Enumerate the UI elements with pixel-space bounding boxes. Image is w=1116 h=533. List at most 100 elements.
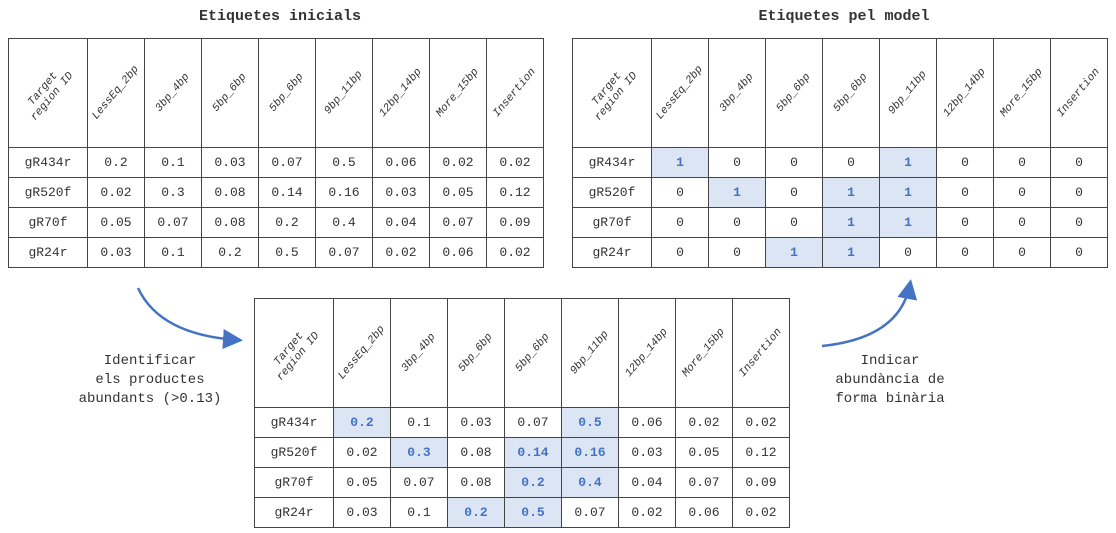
table-cell: 1	[651, 147, 709, 178]
header-cell: 9bp_11bp	[879, 38, 937, 148]
row-id: gR434r	[572, 147, 652, 178]
table-cell: 0.06	[618, 407, 676, 438]
header-label: 5bp_6bp	[456, 331, 496, 375]
header-cell: 5bp_6bp	[822, 38, 880, 148]
table-cell: 0	[708, 147, 766, 178]
table-cell: 0.5	[258, 237, 316, 268]
header-cell: Target region ID	[8, 38, 88, 148]
header-label: 9bp_11bp	[568, 328, 612, 378]
header-cell: 5bp_6bp	[201, 38, 259, 148]
table-cell: 0.02	[486, 147, 544, 178]
table-cell: 0	[651, 207, 709, 238]
header-label: 12bp_14bp	[941, 66, 989, 120]
table-cell: 0.08	[447, 467, 505, 498]
table-cell: 0.02	[333, 437, 391, 468]
table-cell: 0.1	[144, 237, 202, 268]
table-cell: 0.2	[201, 237, 259, 268]
table-cell: 0.08	[201, 177, 259, 208]
table-cell: 1	[879, 207, 937, 238]
header-label: 3bp_4bp	[399, 331, 439, 375]
table-cell: 0	[936, 207, 994, 238]
header-cell: 3bp_4bp	[144, 38, 202, 148]
row-id: gR24r	[254, 497, 334, 528]
table-cell: 0	[993, 147, 1051, 178]
table-cell: 0.16	[561, 437, 619, 468]
header-label: 5bp_6bp	[774, 71, 814, 115]
header-cell: More_15bp	[675, 298, 733, 408]
header-label: 5bp_6bp	[267, 71, 307, 115]
table-cell: 0	[765, 177, 823, 208]
table-cell: 0.02	[372, 237, 430, 268]
header-cell: 5bp_6bp	[258, 38, 316, 148]
header-label: 3bp_4bp	[717, 71, 757, 115]
table-cell: 0	[1050, 237, 1108, 268]
header-label: Insertion	[491, 66, 539, 120]
header-label: 9bp_11bp	[322, 68, 366, 118]
header-label: LessEq_2bp	[90, 63, 142, 123]
table-cell: 0.12	[732, 437, 790, 468]
table-cell: 0.5	[315, 147, 373, 178]
table-cell: 0.2	[447, 497, 505, 528]
table-cell: 0.07	[561, 497, 619, 528]
header-cell: 5bp_6bp	[447, 298, 505, 408]
table-cell: 0	[1050, 147, 1108, 178]
table-cell: 0.07	[258, 147, 316, 178]
header-label: 5bp_6bp	[210, 71, 250, 115]
row-id: gR434r	[8, 147, 88, 178]
header-cell: 5bp_6bp	[765, 38, 823, 148]
table-cell: 0.09	[486, 207, 544, 238]
table-cell: 0.02	[732, 407, 790, 438]
table-cell: 1	[708, 177, 766, 208]
header-label: Insertion	[1055, 66, 1103, 120]
header-cell: Target region ID	[254, 298, 334, 408]
table-cell: 0.2	[333, 407, 391, 438]
table-cell: 0.02	[732, 497, 790, 528]
note-line: els productes	[95, 372, 205, 388]
header-cell: 3bp_4bp	[708, 38, 766, 148]
table-cell: 0.2	[504, 467, 562, 498]
table-cell: 0	[936, 177, 994, 208]
table-cell: 0.05	[675, 437, 733, 468]
table-cell: 0.08	[201, 207, 259, 238]
header-cell: Insertion	[1050, 38, 1108, 148]
table-cell: 0.04	[372, 207, 430, 238]
table-cell: 0.03	[618, 437, 676, 468]
row-id: gR520f	[572, 177, 652, 208]
row-id: gR70f	[8, 207, 88, 238]
note-line: abundància de	[835, 372, 945, 388]
header-cell: 5bp_6bp	[504, 298, 562, 408]
table-cell: 0.1	[390, 407, 448, 438]
header-label: 12bp_14bp	[377, 66, 425, 120]
table-cell: 0.3	[144, 177, 202, 208]
table-cell: 0	[993, 237, 1051, 268]
row-id: gR24r	[8, 237, 88, 268]
row-id: gR24r	[572, 237, 652, 268]
row-id: gR70f	[254, 467, 334, 498]
table-cell: 0	[1050, 207, 1108, 238]
table-cell: 0.09	[732, 467, 790, 498]
table-cell: 1	[822, 177, 880, 208]
table-cell: 0.12	[486, 177, 544, 208]
header-label: Target region ID	[272, 330, 323, 384]
note-line: forma binària	[835, 391, 945, 407]
table-cell: 0	[993, 177, 1051, 208]
table-cell: 0.02	[87, 177, 145, 208]
header-label: 5bp_6bp	[831, 71, 871, 115]
note-line: abundants (>0.13)	[78, 391, 222, 407]
table-cell: 0.02	[618, 497, 676, 528]
table-cell: 0.03	[447, 407, 505, 438]
table-cell: 0.07	[504, 407, 562, 438]
note-line: Indicar	[860, 353, 920, 369]
table-cell: 0.16	[315, 177, 373, 208]
header-label: 5bp_6bp	[513, 331, 553, 375]
table-cell: 0.1	[144, 147, 202, 178]
table-cell: 0.08	[447, 437, 505, 468]
header-cell: 9bp_11bp	[315, 38, 373, 148]
header-label: 12bp_14bp	[623, 326, 671, 380]
table-cell: 0	[936, 237, 994, 268]
header-label: More_15bp	[434, 66, 482, 120]
table-cell: 0.5	[561, 407, 619, 438]
table-cell: 0.07	[429, 207, 487, 238]
header-label: More_15bp	[680, 326, 728, 380]
